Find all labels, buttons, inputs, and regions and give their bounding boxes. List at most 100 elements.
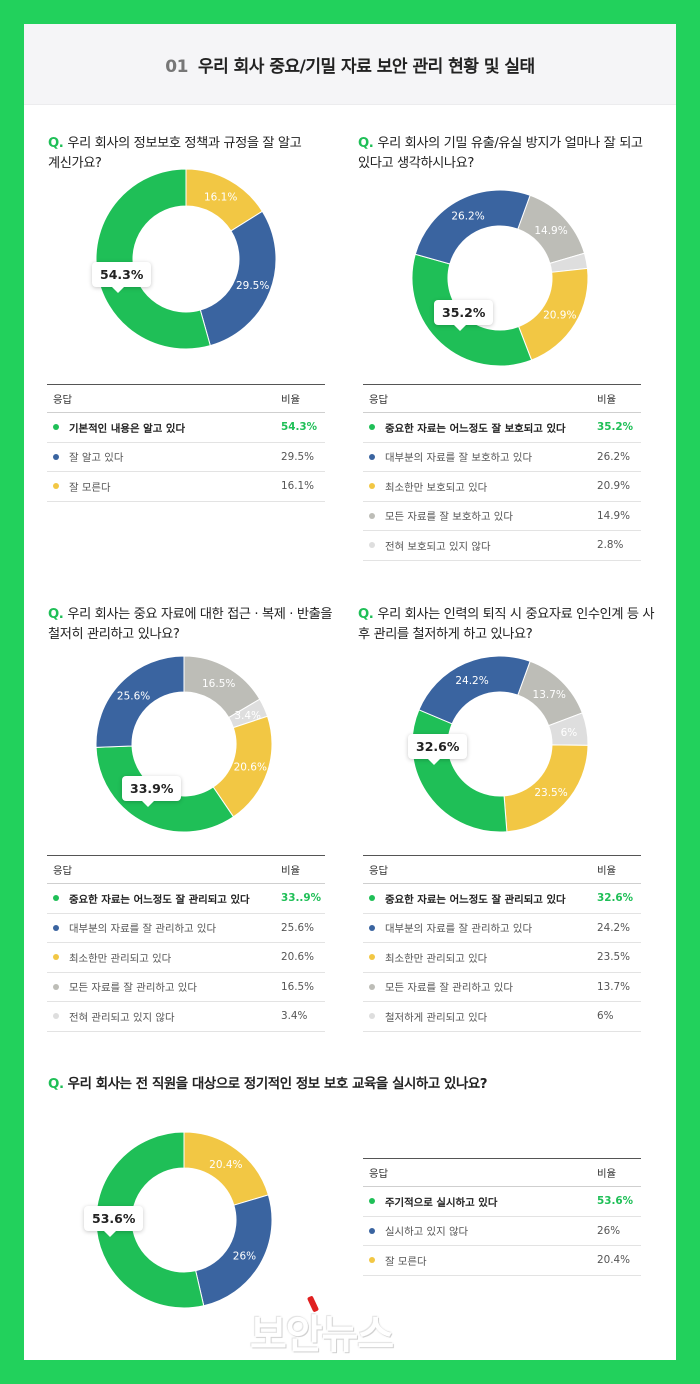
row-answer: 대부분의 자료를 잘 보호하고 있다 xyxy=(363,449,597,464)
legend-dot-icon xyxy=(369,1257,375,1264)
donut-slice-b xyxy=(414,189,531,265)
row-label: 중요한 자료는 어느정도 잘 관리되고 있다 xyxy=(69,893,250,906)
row-answer: 대부분의 자료를 잘 관리하고 있다 xyxy=(363,920,597,935)
donut-slice-a xyxy=(411,253,533,367)
row-label: 모든 자료를 잘 관리하고 있다 xyxy=(385,982,513,995)
legend-dot-icon xyxy=(369,983,375,990)
slice-value-label: 14.9% xyxy=(534,225,567,237)
row-ratio: 20.4% xyxy=(597,1254,631,1267)
row-label: 잘 모른다 xyxy=(385,1255,427,1268)
row-label: 대부분의 자료를 잘 관리하고 있다 xyxy=(385,923,533,936)
row-answer: 전혀 관리되고 있지 않다 xyxy=(47,1009,281,1024)
legend-dot-icon xyxy=(369,924,375,931)
legend-dot-icon xyxy=(369,954,375,961)
question-text: 우리 회사의 기밀 유출/유실 방지가 얼마나 잘 되고 있다고 생각하시나요? xyxy=(358,136,643,171)
row-answer: 대부분의 자료를 잘 관리하고 있다 xyxy=(47,920,281,935)
row-label: 실시하고 있지 않다 xyxy=(385,1226,469,1239)
table-header: 응답 비율 xyxy=(47,855,325,884)
table-row: 중요한 자료는 어느정도 잘 관리되고 있다 32.6% xyxy=(363,884,641,914)
row-answer: 전혀 보호되고 있지 않다 xyxy=(363,538,597,553)
table-row: 전혀 관리되고 있지 않다 3.4% xyxy=(47,1002,325,1032)
question-mark: Q. xyxy=(358,136,374,151)
row-label: 최소한만 보호되고 있다 xyxy=(385,481,488,494)
header-ratio: 비율 xyxy=(281,394,301,406)
row-label: 주기적으로 실시하고 있다 xyxy=(385,1196,498,1209)
table-row: 기본적인 내용은 알고 있다 54.3% xyxy=(47,413,325,443)
question-text: 우리 회사의 정보보호 정책과 규정을 잘 알고 계신가요? xyxy=(48,136,302,171)
row-ratio: 16.1% xyxy=(281,480,315,493)
slice-value-label: 16.5% xyxy=(202,678,235,690)
table-row: 대부분의 자료를 잘 관리하고 있다 25.6% xyxy=(47,914,325,943)
table-row: 모든 자료를 잘 관리하고 있다 16.5% xyxy=(47,973,325,1002)
table-row: 최소한만 관리되고 있다 20.6% xyxy=(47,943,325,973)
legend-dot-icon xyxy=(369,895,375,902)
slice-value-label: 16.1% xyxy=(204,191,237,203)
row-ratio: 23.5% xyxy=(597,951,631,964)
question-5: Q. 우리 회사는 전 직원을 대상으로 정기적인 정보 보호 교육을 실시하고 … xyxy=(48,1075,648,1095)
row-label: 기본적인 내용은 알고 있다 xyxy=(69,422,186,435)
slice-value-label: 25.6% xyxy=(117,690,150,702)
table-row: 잘 모른다 20.4% xyxy=(363,1246,641,1276)
response-table-5: 응답 비율 주기적으로 실시하고 있다 53.6% 실시하고 있지 않다 26% 잘 모른다… xyxy=(363,1158,641,1276)
row-answer: 최소한만 관리되고 있다 xyxy=(363,950,597,965)
question-mark: Q. xyxy=(48,1077,64,1092)
table-row: 대부분의 자료를 잘 보호하고 있다 26.2% xyxy=(363,443,641,472)
header-band: 01 우리 회사 중요/기밀 자료 보안 관리 현황 및 실태 xyxy=(24,24,676,105)
header-ratio: 비율 xyxy=(597,394,617,406)
question-text: 우리 회사는 인력의 퇴직 시 중요자료 인수인계 등 사후 관리를 철저하게 … xyxy=(358,607,655,642)
question-mark: Q. xyxy=(48,607,64,622)
header-answer: 응답 xyxy=(53,394,73,406)
table-row: 철저하게 관리되고 있다 6% xyxy=(363,1002,641,1032)
row-answer: 최소한만 보호되고 있다 xyxy=(363,479,597,494)
legend-dot-icon xyxy=(53,424,59,431)
row-label: 대부분의 자료를 잘 보호하고 있다 xyxy=(385,452,533,465)
header-ratio: 비율 xyxy=(597,865,617,877)
slice-value-label: 23.5% xyxy=(534,787,567,799)
slice-value-label: 20.6% xyxy=(234,761,267,773)
row-label: 모든 자료를 잘 보호하고 있다 xyxy=(385,511,513,524)
row-answer: 잘 모른다 xyxy=(363,1253,597,1268)
row-label: 모든 자료를 잘 관리하고 있다 xyxy=(69,982,197,995)
row-label: 철저하게 관리되고 있다 xyxy=(385,1011,488,1024)
brand-logo: 보안뉴스 xyxy=(250,1312,394,1358)
question-mark: Q. xyxy=(48,136,64,151)
donut-slice-b xyxy=(418,655,531,725)
slice-value-label: 24.2% xyxy=(455,675,488,687)
row-answer: 최소한만 관리되고 있다 xyxy=(47,950,281,965)
row-ratio: 20.6% xyxy=(281,951,315,964)
row-answer: 중요한 자료는 어느정도 잘 관리되고 있다 xyxy=(47,891,281,906)
table-row: 대부분의 자료를 잘 관리하고 있다 24.2% xyxy=(363,914,641,943)
slice-value-label: 26.2% xyxy=(451,211,484,223)
legend-dot-icon xyxy=(53,1013,59,1020)
slice-value-label: 20.4% xyxy=(209,1159,242,1171)
legend-dot-icon xyxy=(53,453,59,460)
slice-value-label: 26% xyxy=(233,1250,256,1262)
row-label: 잘 모른다 xyxy=(69,481,111,494)
title-text: 우리 회사 중요/기밀 자료 보안 관리 현황 및 실태 xyxy=(197,57,535,77)
slice-value-label: 20.9% xyxy=(543,309,576,321)
table-row: 모든 자료를 잘 관리하고 있다 13.7% xyxy=(363,973,641,1002)
legend-dot-icon xyxy=(53,483,59,490)
response-table-4: 응답 비율 중요한 자료는 어느정도 잘 관리되고 있다 32.6% 대부분의 자료를 … xyxy=(363,855,641,1032)
row-ratio: 20.9% xyxy=(597,480,631,493)
highlight-callout-3: 33.9% xyxy=(122,776,182,807)
row-answer: 중요한 자료는 어느정도 잘 보호되고 있다 xyxy=(363,420,597,435)
row-ratio: 25.6% xyxy=(281,921,315,934)
section-number: 01 xyxy=(165,57,188,77)
highlight-callout-4: 32.6% xyxy=(408,734,468,765)
legend-dot-icon xyxy=(369,424,375,431)
donut-slice-b xyxy=(95,655,185,748)
slice-value-label: 29.5% xyxy=(236,280,269,292)
legend-dot-icon xyxy=(369,1227,375,1234)
question-1: Q. 우리 회사의 정보보호 정책과 규정을 잘 알고 계신가요? xyxy=(48,134,314,174)
row-answer: 모든 자료를 잘 관리하고 있다 xyxy=(363,979,597,994)
row-ratio: 35.2% xyxy=(597,421,634,434)
row-label: 최소한만 관리되고 있다 xyxy=(385,952,488,965)
table-header: 응답 비율 xyxy=(363,384,641,413)
legend-dot-icon xyxy=(369,1013,375,1020)
table-row: 모든 자료를 잘 보호하고 있다 14.9% xyxy=(363,502,641,531)
row-ratio: 24.2% xyxy=(597,921,631,934)
table-header: 응답 비율 xyxy=(363,855,641,884)
donut-slice-a xyxy=(411,709,508,833)
slice-value-label: 3.4% xyxy=(234,710,261,722)
